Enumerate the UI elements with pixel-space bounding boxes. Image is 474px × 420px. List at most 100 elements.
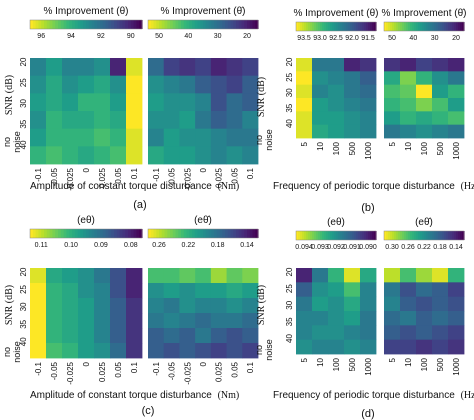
heatmap-d-ethetadot: (eθ̇) 0.30 0.26 0.22 0.18 0.14 5 10 100 500 1000: [383, 217, 465, 376]
colorbar-segment: [358, 22, 361, 31]
heatmap-cell: [400, 58, 417, 72]
colorbar-segment: [159, 229, 163, 238]
colorbar-segment: [122, 20, 126, 29]
colorbar-segment: [77, 20, 81, 29]
colorbar-segment: [63, 229, 67, 238]
heatmap-cell: [400, 311, 417, 326]
heatmap-cell: [226, 328, 243, 344]
colorbar-segment: [60, 20, 65, 29]
heatmap-cell: [416, 84, 433, 99]
xlabel-frequency-top-text: Frequency of periodic torque disturbance: [273, 181, 455, 192]
heatmap-cell: [416, 111, 433, 126]
y-tick-label: 35: [285, 103, 294, 112]
heatmap-cell: [400, 98, 417, 112]
x-axis-titles: Amplitude of constant torque disturbance…: [30, 181, 474, 401]
x-tick-label: 0: [199, 361, 208, 366]
colorbar-segment: [46, 20, 51, 29]
x-tick-label: -0.1: [34, 167, 43, 181]
heatmap-cell: [448, 58, 465, 72]
heatmap-cell: [163, 328, 180, 344]
heatmap-cell: [110, 75, 127, 94]
heatmap-cell: [432, 311, 449, 326]
heatmap-cell: [94, 313, 111, 329]
colorbar-segment: [450, 231, 453, 240]
heatmap-cell: [344, 111, 361, 126]
colorbar-segment: [252, 229, 256, 238]
colorbar-segment: [249, 20, 254, 29]
heatmap-cell: [46, 313, 63, 329]
heatmap-cell: [94, 268, 111, 284]
colorbar-segment: [122, 229, 126, 238]
x-tick-label: -0.025: [66, 361, 75, 384]
colorbar-segment: [342, 22, 345, 31]
heatmap-cell: [328, 71, 345, 86]
colorbar-segment: [304, 22, 307, 31]
heatmap-cell: [126, 146, 143, 165]
x-tick-label: 10: [316, 357, 325, 366]
heatmap-title: % Improvement (θ̇): [381, 8, 466, 19]
x-tick-label: 1000: [452, 357, 461, 375]
colorbar-segment: [366, 22, 369, 31]
x-tick-label: 0.025: [215, 361, 224, 382]
heatmap-cell: [210, 75, 227, 94]
heatmap-cell: [30, 328, 47, 344]
heatmap-cell: [126, 343, 143, 359]
heatmap-cell: [384, 124, 401, 139]
colorbar-segment: [418, 231, 421, 240]
colorbar-segment: [442, 22, 445, 31]
colorbar-segment: [428, 22, 431, 31]
colorbar-segment: [324, 22, 327, 31]
colorbar-segment: [312, 231, 315, 240]
colorbar-segment: [219, 229, 223, 238]
colorbar-segment: [102, 20, 107, 29]
colorbar-segment: [348, 231, 351, 240]
colorbar-segment: [332, 22, 335, 31]
x-tick-label: 1000: [452, 141, 461, 159]
colorbar-segment: [452, 22, 455, 31]
colorbar-segment: [150, 20, 155, 29]
heatmap-cell: [195, 93, 212, 112]
colorbar-segment: [105, 20, 109, 29]
colorbar-tick-label: 20: [243, 33, 251, 40]
colorbar-segment: [440, 231, 443, 240]
heatmap-cell: [400, 124, 417, 139]
heatmap-cell: [210, 328, 227, 344]
colorbar-segment: [44, 229, 48, 238]
colorbar-segment: [38, 229, 42, 238]
heatmap-cell: [360, 296, 377, 312]
colorbar-segment: [454, 231, 457, 240]
heatmap-cell: [242, 298, 259, 314]
heatmap-cell: [400, 71, 417, 86]
colorbar-segment: [388, 231, 391, 240]
colorbar-segment: [412, 22, 415, 31]
snr-ylabel-c: SNR (dB): [4, 285, 15, 325]
colorbar-segment: [32, 20, 37, 29]
y-tick-label: 30: [285, 300, 294, 309]
colorbar-segment: [238, 229, 243, 238]
colorbar-tick-label: 0.30: [385, 244, 399, 251]
heatmap-cell: [163, 111, 180, 130]
colorbar-segment: [448, 231, 451, 240]
colorbar-tick-label: 30: [214, 33, 222, 40]
colorbar-segment: [175, 20, 179, 29]
colorbar-segment: [336, 22, 339, 31]
heatmap-cell: [416, 296, 433, 312]
heatmap-cell: [226, 93, 243, 112]
colorbar-segment: [340, 231, 343, 240]
x-tick-label: -0.05: [168, 361, 177, 380]
colorbar-segment: [356, 231, 359, 240]
colorbar-segment: [330, 22, 333, 31]
colorbar-segment: [400, 231, 403, 240]
colorbar-segment: [219, 20, 223, 29]
heatmap-cell: [296, 296, 313, 312]
heatmap-cell: [62, 268, 79, 284]
colorbar-segment: [97, 229, 101, 238]
colorbar-segment: [406, 231, 409, 240]
heatmap-cell: [30, 128, 47, 147]
heatmap-cell: [296, 339, 313, 355]
colorbar-segment: [404, 22, 407, 31]
colorbar-segment: [368, 231, 371, 240]
heatmap-cell: [94, 75, 111, 94]
y-tick-label: 35: [285, 317, 294, 326]
colorbar-tick-label: 50: [155, 33, 163, 40]
